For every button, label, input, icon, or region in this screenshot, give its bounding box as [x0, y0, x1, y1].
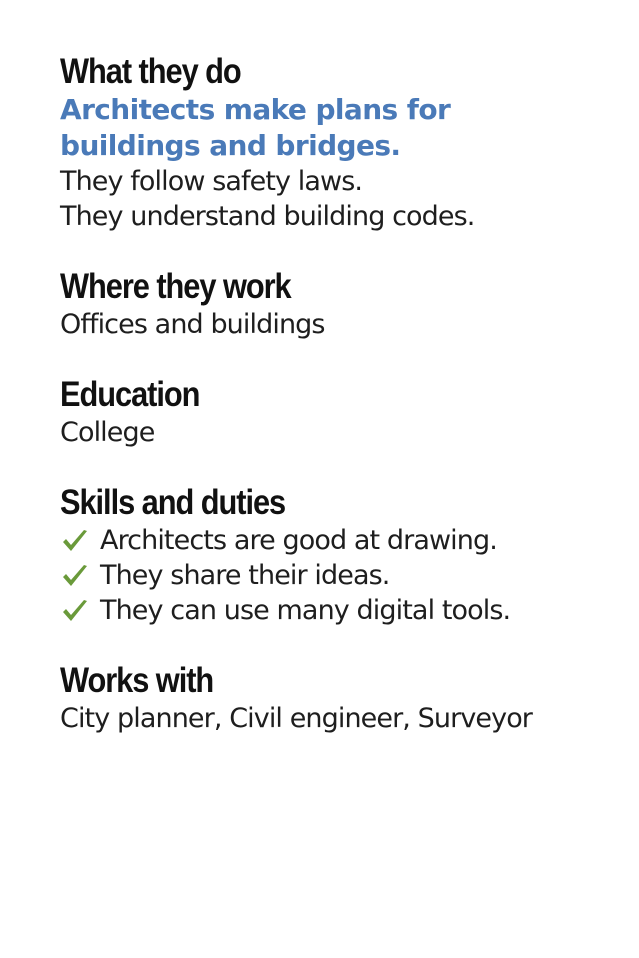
what-they-do-line: They understand building codes.	[60, 201, 475, 232]
works-with-heading: Works with	[60, 661, 214, 700]
where-they-work-heading: Where they work	[60, 267, 292, 306]
skill-text: They share their ideas.	[100, 560, 390, 591]
what-they-do-line: They follow safety laws.	[60, 166, 363, 197]
skills-list: Architects are good at drawing. They sha…	[60, 523, 630, 628]
education-text: College	[60, 417, 155, 448]
career-card: What they do Architects make plans for b…	[60, 52, 630, 736]
works-with-text: City planner, Civil engineer, Surveyor	[60, 703, 533, 734]
what-they-do-heading: What they do	[60, 52, 242, 91]
list-item: They can use many digital tools.	[60, 593, 630, 628]
education-section: Education College	[60, 375, 630, 450]
what-they-do-section: What they do Architects make plans for b…	[60, 52, 630, 234]
checkmark-icon	[63, 529, 87, 551]
where-they-work-text: Offices and buildings	[60, 309, 325, 340]
education-heading: Education	[60, 375, 200, 414]
skill-text: Architects are good at drawing.	[100, 525, 498, 556]
checkmark-icon	[63, 564, 87, 586]
works-with-section: Works with City planner, Civil engineer,…	[60, 661, 630, 736]
list-item: They share their ideas.	[60, 558, 630, 593]
where-they-work-section: Where they work Offices and buildings	[60, 267, 630, 342]
skills-section: Skills and duties Architects are good at…	[60, 483, 630, 628]
what-they-do-lead: Architects make plans for buildings and …	[60, 93, 451, 162]
skills-heading: Skills and duties	[60, 483, 286, 522]
list-item: Architects are good at drawing.	[60, 523, 630, 558]
checkmark-icon	[63, 599, 87, 621]
skill-text: They can use many digital tools.	[100, 595, 511, 626]
